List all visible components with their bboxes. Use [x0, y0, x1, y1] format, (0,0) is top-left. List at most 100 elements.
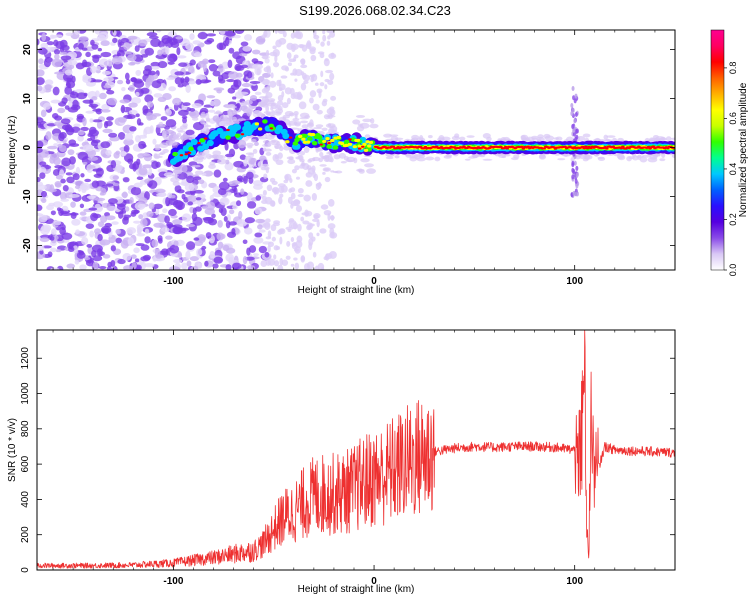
spectral-blob [325, 156, 330, 162]
spectral-blob [212, 263, 219, 269]
spectral-blob [39, 161, 47, 166]
spectral-blob [53, 143, 59, 147]
spectral-blob [285, 255, 291, 260]
spectral-blob [188, 146, 194, 151]
spectral-blob [127, 54, 137, 62]
colorbar-tick-label: 0.6 [728, 112, 738, 125]
spectral-blob [134, 45, 140, 52]
spectral-blob [234, 133, 241, 138]
spectral-blob [324, 84, 328, 90]
spectral-blob [90, 39, 95, 46]
spectral-blob [91, 244, 103, 253]
spectral-blob [165, 119, 177, 128]
spectral-blob [573, 160, 577, 166]
spectral-blob [186, 175, 195, 184]
spectral-blob [135, 264, 142, 270]
spectral-blob [628, 156, 635, 160]
spectral-blob [312, 127, 323, 130]
spectral-blob [327, 223, 336, 230]
spectral-blob [110, 245, 117, 252]
spectral-blob [272, 45, 277, 50]
spectral-blob [315, 147, 324, 152]
spectral-blob [37, 176, 41, 183]
spectral-blob [127, 237, 135, 247]
spectral-blob [288, 156, 294, 161]
spectral-blob [279, 145, 284, 152]
spectral-blob [604, 147, 609, 150]
spectral-blob [582, 133, 591, 138]
spectral-blob [320, 70, 324, 78]
spectral-blob [277, 264, 284, 270]
spectral-blob [78, 43, 84, 50]
spectral-blob [251, 58, 259, 64]
spectral-blob [38, 58, 44, 65]
spectral-blob [127, 114, 136, 120]
spectral-blob [155, 254, 163, 259]
spectral-blob [233, 79, 239, 87]
spectral-blob [292, 141, 299, 146]
spectral-blob [153, 93, 163, 98]
spectral-blob [266, 184, 273, 192]
spectral-blob [190, 138, 198, 146]
y-tick-label: 600 [20, 455, 31, 472]
spectral-blob [77, 129, 85, 136]
spectral-blob [146, 112, 153, 121]
spectral-blob [111, 221, 119, 225]
spectral-blob [329, 227, 335, 236]
spectral-blob [133, 220, 142, 224]
spectral-blob [100, 51, 112, 58]
spectral-blob [69, 91, 79, 99]
spectral-blob [317, 262, 325, 270]
spectral-blob [42, 245, 52, 249]
spectral-blob [257, 127, 263, 131]
spectral-blob [224, 153, 235, 158]
spectral-blob [133, 247, 140, 254]
spectral-blob [155, 125, 161, 135]
spectral-blob [263, 111, 272, 114]
spectral-blob [37, 77, 45, 86]
spectral-blob [191, 164, 201, 168]
spectral-blob [138, 214, 144, 220]
spectral-blob [138, 39, 148, 47]
spectral-blob [79, 211, 87, 216]
spectral-blob [37, 117, 44, 123]
spectral-blob [368, 140, 374, 144]
spectral-blob [192, 121, 204, 131]
spectral-blob [297, 194, 304, 198]
spectral-blob [226, 214, 231, 223]
spectral-blob [55, 174, 63, 180]
spectral-blob [293, 110, 299, 116]
spectral-blob [205, 33, 217, 37]
spectral-blob [93, 173, 103, 178]
spectral-blob [313, 212, 321, 219]
spectral-blob [291, 44, 296, 52]
spectral-blob [88, 103, 99, 108]
spectral-blob [174, 71, 185, 76]
spectral-blob [254, 232, 263, 238]
spectral-blob [72, 99, 79, 109]
spectral-blob [256, 112, 264, 117]
spectral-blob [277, 94, 284, 102]
snr-frame [36, 329, 676, 571]
spectral-blob [62, 184, 69, 192]
spectral-blob [172, 151, 178, 157]
spectral-blob [120, 151, 127, 157]
spectral-blob [112, 37, 118, 44]
spectral-blob [75, 229, 80, 235]
spectral-blob [175, 201, 185, 211]
spectral-blob [294, 31, 302, 39]
y-tick-label: 10 [22, 93, 33, 105]
colorbar-ticks: 0.0 0.2 0.4 0.6 0.8 [724, 62, 738, 276]
spectral-blob [105, 215, 116, 221]
spectral-blob [355, 114, 366, 118]
spectral-blob [86, 165, 96, 169]
spectral-blob [123, 138, 134, 146]
spectral-blob [271, 200, 276, 207]
spectral-blob [261, 88, 269, 94]
spectral-blob [176, 132, 182, 137]
spectral-blob [306, 165, 312, 171]
spectral-blob [263, 173, 268, 179]
spectral-blob [140, 54, 149, 58]
spectral-blob [144, 47, 155, 56]
spectral-blob [207, 59, 216, 64]
